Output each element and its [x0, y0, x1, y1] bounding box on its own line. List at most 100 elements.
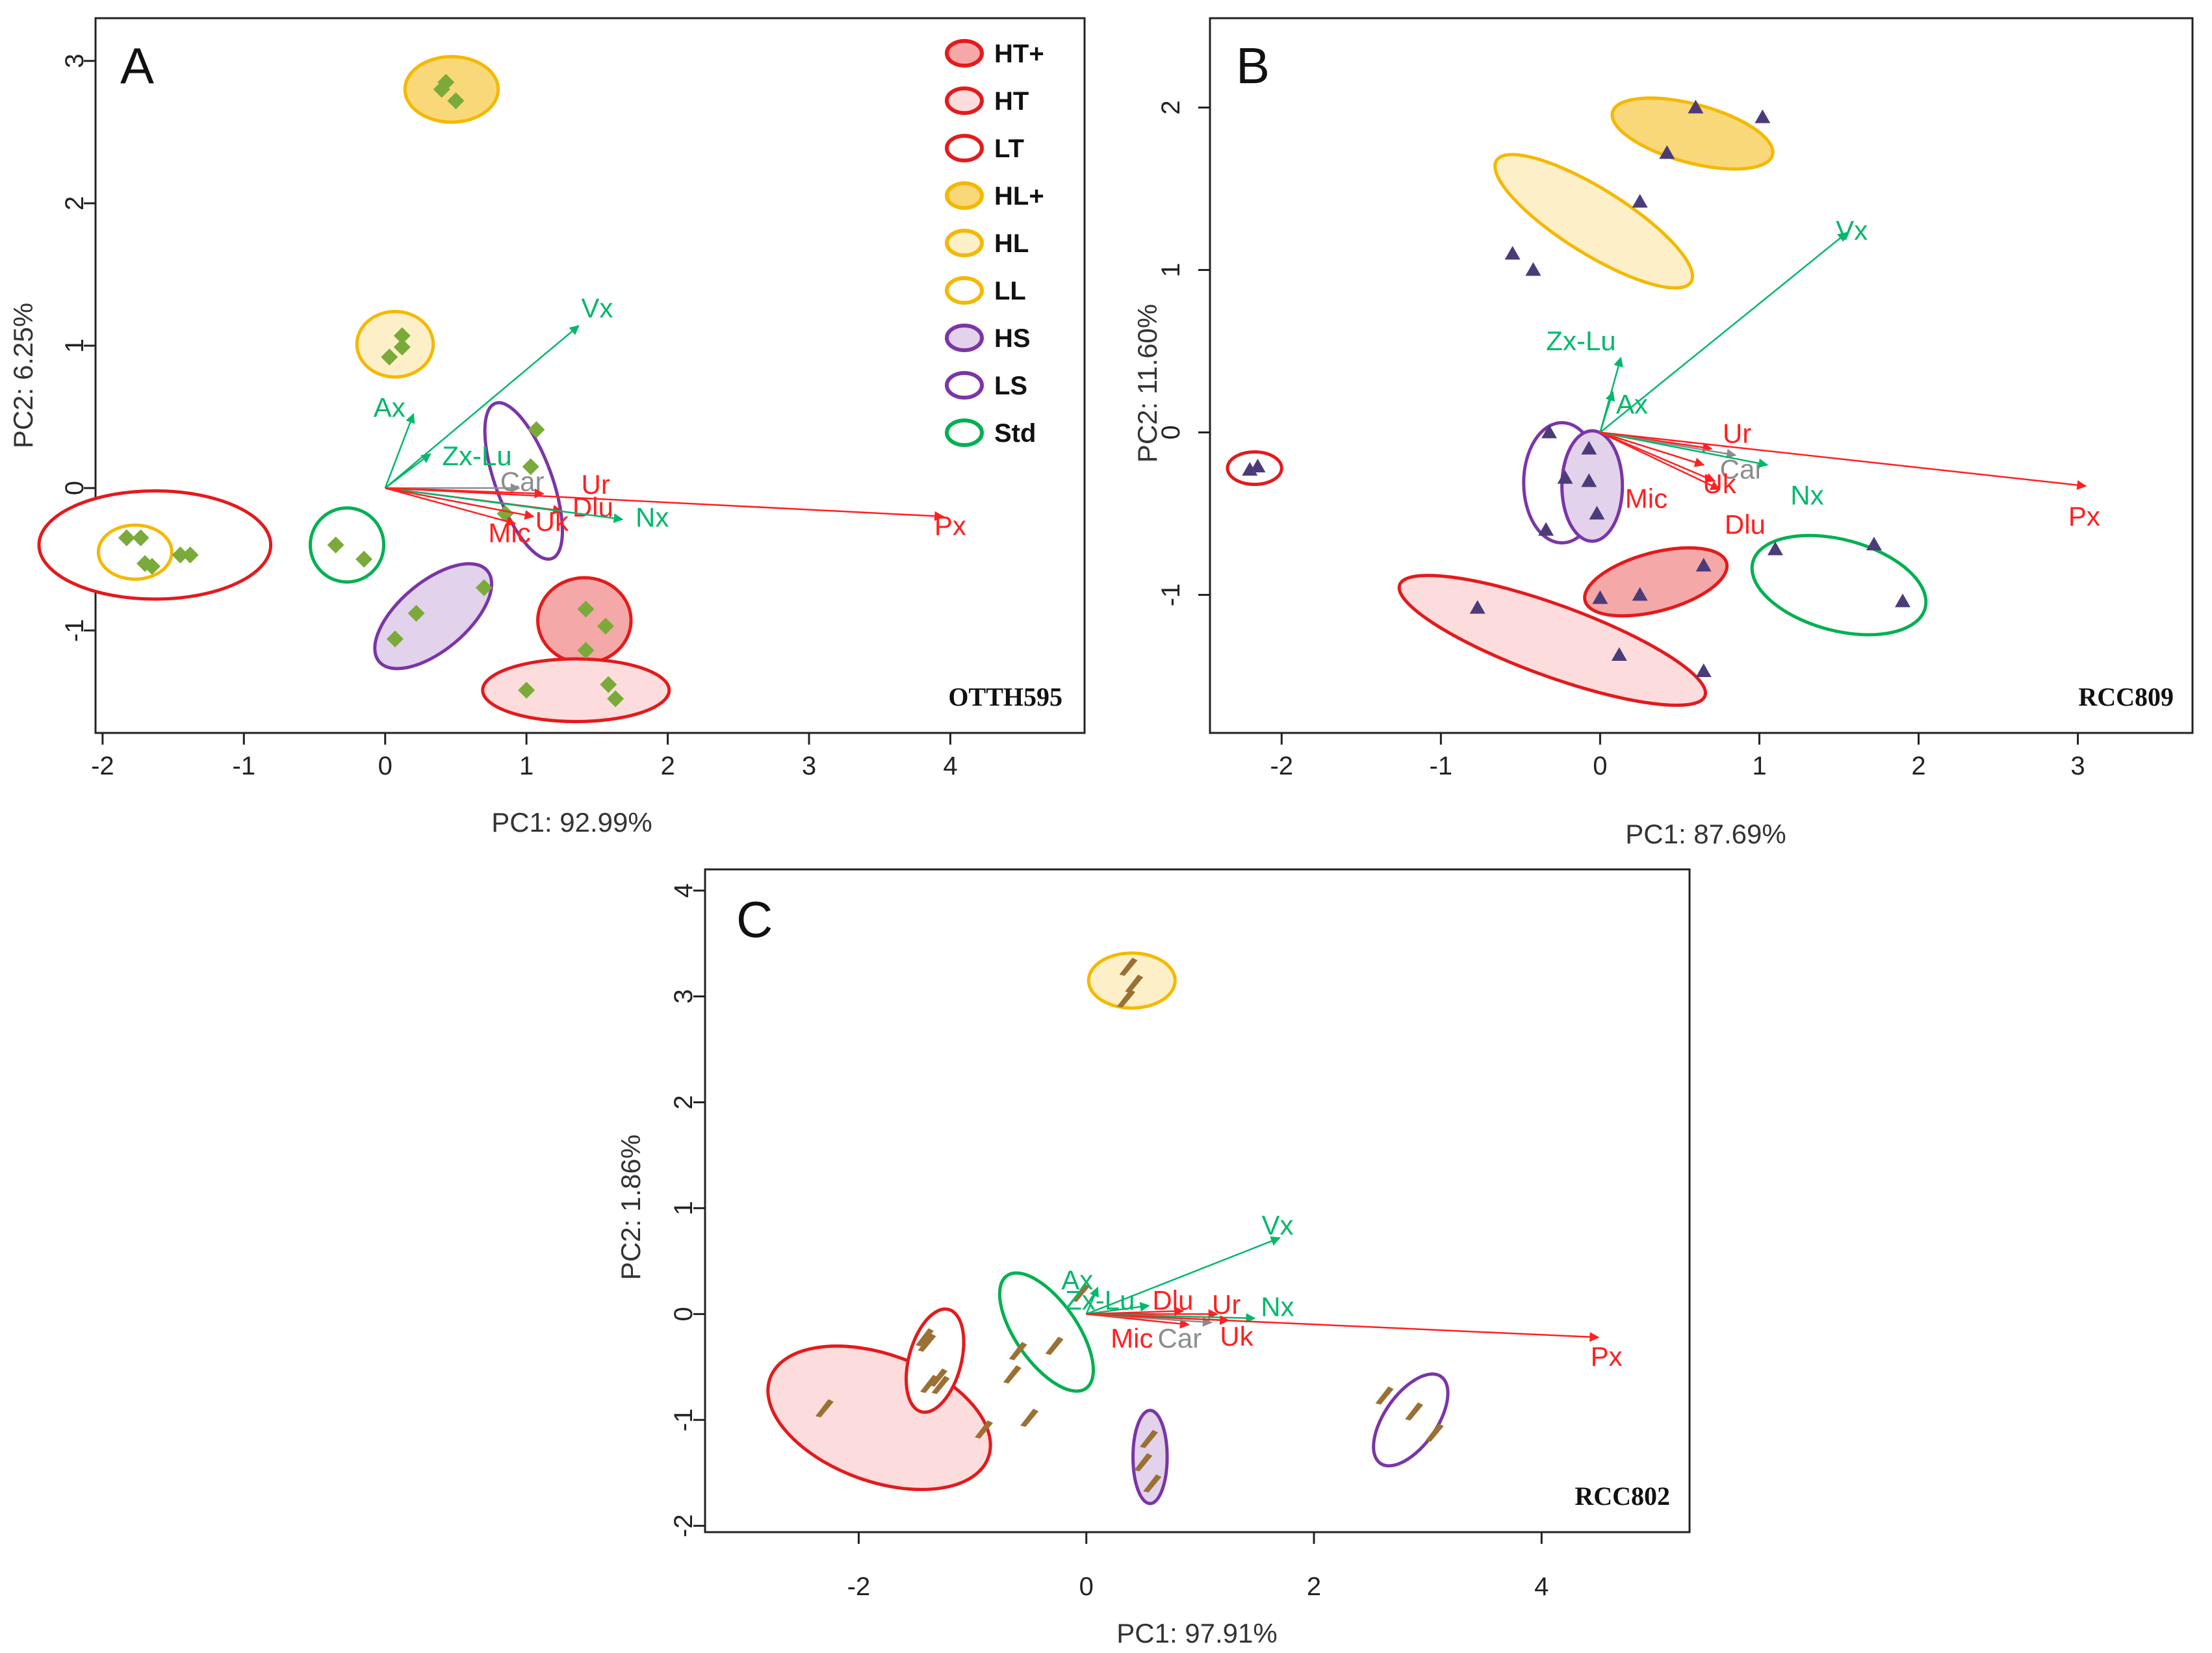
ellipse-lt — [905, 1307, 966, 1414]
x-tick-label: -2 — [847, 1572, 871, 1601]
vector-label: Vx — [1261, 1210, 1293, 1240]
point-hl — [1119, 957, 1138, 976]
x-axis-title: PC1: 97.91% — [1116, 1618, 1278, 1648]
point-ls — [1538, 522, 1554, 536]
vector-label: Px — [2068, 501, 2100, 532]
x-tick-label: 0 — [1079, 1572, 1094, 1601]
data-points — [1242, 99, 1910, 677]
point-std — [1045, 1337, 1064, 1355]
point-lt — [1250, 459, 1266, 472]
legend-swatch — [945, 86, 984, 115]
x-tick-label: 1 — [519, 752, 534, 780]
y-tick-label: -1 — [669, 1408, 698, 1431]
vector-label: Dlu — [1152, 1285, 1193, 1316]
x-tick-label: 2 — [660, 752, 675, 780]
point-hl — [1632, 194, 1648, 208]
point-hl+ — [437, 73, 455, 91]
point-hs — [1143, 1474, 1162, 1493]
ellipse-hl-plus — [403, 55, 500, 124]
point-std — [1071, 1283, 1090, 1302]
point-hl+ — [1659, 145, 1675, 159]
plot-frame — [94, 17, 1086, 734]
vector-label: Uk — [535, 506, 569, 537]
point-ht — [1020, 1409, 1039, 1428]
vector-label: Nx — [1261, 1291, 1294, 1322]
panel-label: C — [736, 891, 773, 948]
point-ht+ — [577, 641, 595, 659]
point-ht+ — [577, 600, 595, 618]
point-lt — [931, 1376, 950, 1394]
point-ls — [528, 421, 545, 439]
ellipse-ht — [766, 1344, 992, 1491]
point-hl — [1525, 262, 1541, 276]
axis-ticks: -2 -1 0 1 2 3 4 -1 0 1 2 3 — [60, 54, 958, 780]
point-hs — [475, 579, 493, 596]
point-hs — [1140, 1429, 1159, 1448]
ellipse-std — [308, 506, 386, 584]
axis-ticks: -2 -1 0 1 2 3 -1 0 1 2 — [1157, 100, 2085, 780]
point-ht — [607, 690, 624, 708]
point-lt — [918, 1333, 936, 1352]
data-points — [815, 957, 1444, 1493]
y-tick-label: 3 — [60, 54, 89, 68]
point-lt — [143, 557, 161, 575]
ellipse-hs — [373, 562, 494, 671]
vector-label: Ax — [374, 392, 405, 423]
vector-px — [385, 487, 945, 521]
y-tick-label: 1 — [60, 339, 89, 353]
vector-label: Mic — [1111, 1323, 1153, 1353]
x-tick-label: 0 — [1593, 752, 1607, 780]
x-tick-label: 2 — [1911, 752, 1925, 780]
y-tick-label: -1 — [60, 619, 89, 642]
y-tick-label: 3 — [669, 989, 698, 1003]
vector-ax — [1085, 1287, 1099, 1314]
point-std — [1009, 1342, 1027, 1361]
vector-label: Zx-Lu — [1546, 326, 1615, 356]
x-tick-label: 4 — [1534, 1572, 1549, 1601]
vector-label: Uk — [1220, 1321, 1254, 1352]
point-hs — [386, 630, 404, 648]
strain-label: OTTH595 — [948, 682, 1062, 711]
point-ht — [518, 682, 535, 699]
y-tick-label: 2 — [669, 1095, 698, 1109]
point-lt — [929, 1368, 948, 1387]
ellipse-std — [1750, 533, 1928, 637]
x-tick-label: 1 — [1752, 752, 1766, 780]
point-hl — [1504, 246, 1521, 260]
legend-swatch — [945, 181, 984, 210]
panel-label: B — [1236, 37, 1270, 94]
x-axis-title: PC1: 87.69% — [1625, 819, 1786, 849]
point-hs — [1134, 1453, 1153, 1472]
group-ellipses — [766, 951, 1450, 1506]
legend-label: HT+ — [994, 40, 1044, 68]
point-std — [1767, 541, 1783, 556]
vector-mic — [385, 487, 517, 526]
legend-label: HS — [994, 324, 1031, 353]
point-ht — [920, 1374, 939, 1393]
vector-label: Ur — [1212, 1289, 1241, 1320]
point-std — [355, 550, 373, 568]
point-std — [1894, 593, 1910, 608]
point-lt — [118, 529, 135, 546]
point-ht — [1695, 663, 1712, 677]
vector-label: Vx — [1836, 215, 1868, 246]
point-hs — [1581, 441, 1597, 455]
vector-label: Ur — [1723, 418, 1751, 449]
legend-swatch — [945, 39, 984, 68]
y-tick-label: 1 — [1157, 263, 1185, 277]
x-tick-label: -1 — [233, 752, 256, 780]
point-lt — [172, 546, 189, 564]
point-ht — [975, 1420, 994, 1439]
x-tick-label: 3 — [2070, 752, 2085, 780]
vector-label: Nx — [636, 502, 669, 532]
point-ht — [1469, 600, 1485, 614]
x-tick-label: -2 — [91, 752, 114, 780]
ellipse-ht-plus — [1583, 546, 1729, 618]
vector-label: Ur — [582, 469, 610, 500]
vector-px — [1086, 1313, 1600, 1342]
vector-label: Mic — [488, 518, 530, 548]
vector-vx — [1599, 232, 1848, 433]
vector-label: Dlu — [1725, 509, 1766, 540]
